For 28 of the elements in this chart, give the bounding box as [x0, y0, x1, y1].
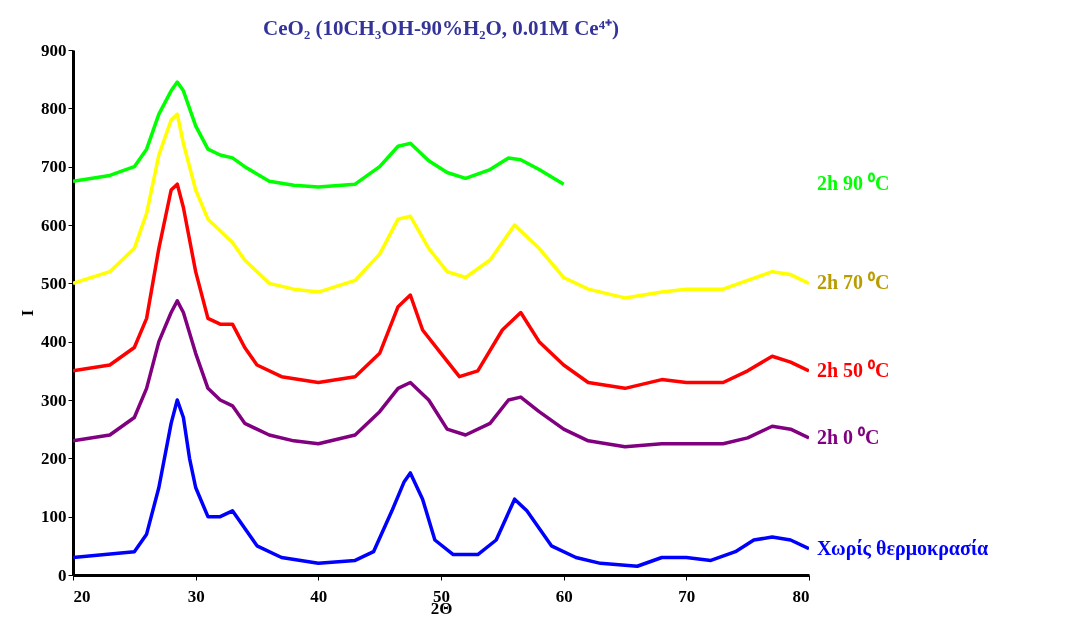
y-axis-title: I	[18, 309, 37, 317]
y-tick-label: 400	[41, 332, 67, 352]
y-tick-label: 900	[41, 40, 67, 60]
line-series	[73, 398, 809, 568]
y-tick-label: 200	[41, 448, 67, 468]
y-tick-label: 600	[41, 215, 67, 235]
line-series	[73, 80, 566, 189]
x-tick-label: 40	[310, 586, 328, 606]
series-label: Χωρίς θερμοκρασία	[817, 536, 989, 560]
series-label: 2h 0 ⁰C	[817, 425, 880, 448]
chart-title: CeO₂ (10CH₃OH-90%H₂O, 0.01M Ce⁴⁺)	[263, 16, 619, 40]
x-tick-label: 30	[187, 586, 205, 606]
y-tick-label: 800	[41, 98, 67, 118]
y-tick-label: 300	[41, 390, 67, 410]
x-tick-label: 60	[555, 586, 573, 606]
series-label: 2h 50 ⁰C	[817, 358, 890, 381]
y-tick-label: 700	[41, 157, 67, 177]
x-tick-label: 20	[73, 586, 91, 606]
y-tick-label: 100	[41, 507, 67, 527]
text: 2h 90 ⁰C	[817, 172, 890, 195]
x-tick-label: 70	[678, 586, 696, 606]
line-series	[73, 112, 809, 300]
x-tick-label: 80	[792, 586, 810, 606]
y-tick-label: 0	[58, 565, 67, 585]
line-series	[73, 182, 809, 391]
y-tick-label: 500	[41, 273, 67, 293]
series-label: 2h 70 ⁰C	[817, 271, 890, 294]
line-series	[73, 299, 809, 449]
